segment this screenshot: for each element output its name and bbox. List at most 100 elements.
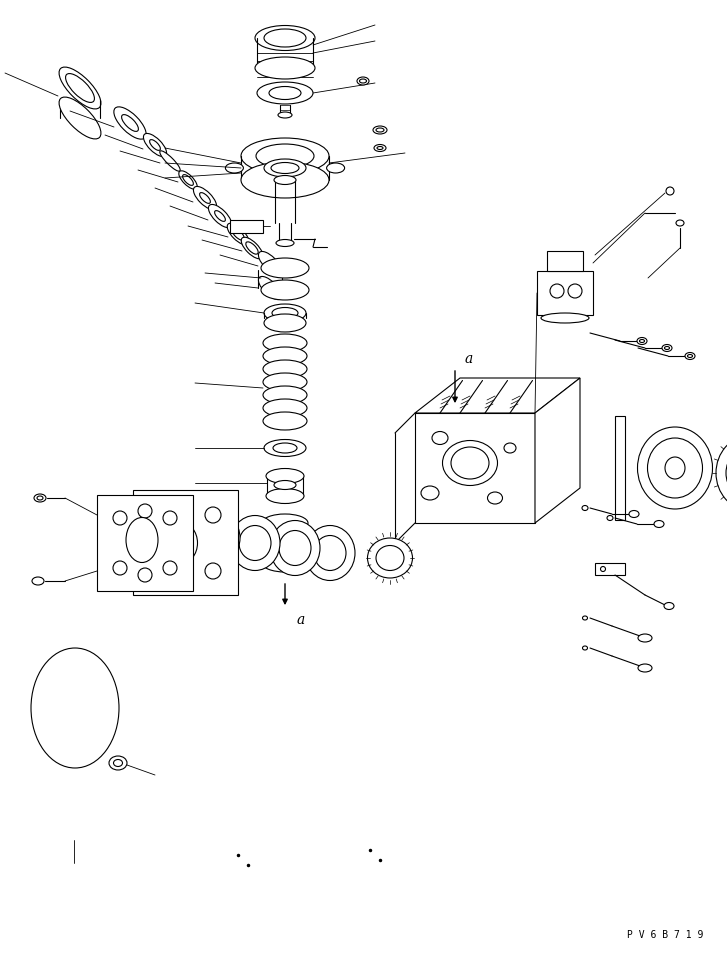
Ellipse shape <box>654 520 664 528</box>
Polygon shape <box>595 563 625 575</box>
Ellipse shape <box>32 577 44 585</box>
Ellipse shape <box>113 760 123 766</box>
Ellipse shape <box>263 386 307 404</box>
Ellipse shape <box>488 492 502 504</box>
Ellipse shape <box>326 163 345 173</box>
Ellipse shape <box>261 280 309 300</box>
Ellipse shape <box>65 74 95 103</box>
Ellipse shape <box>688 354 693 357</box>
Ellipse shape <box>109 756 127 770</box>
Ellipse shape <box>199 520 231 556</box>
Ellipse shape <box>241 162 329 198</box>
Ellipse shape <box>246 241 258 254</box>
Ellipse shape <box>270 532 300 544</box>
Circle shape <box>113 511 127 525</box>
Ellipse shape <box>376 128 384 132</box>
Ellipse shape <box>272 308 298 318</box>
Ellipse shape <box>190 511 240 565</box>
Ellipse shape <box>263 334 307 352</box>
Text: a: a <box>297 613 305 627</box>
Ellipse shape <box>261 258 309 278</box>
Ellipse shape <box>266 468 304 484</box>
Ellipse shape <box>451 447 489 479</box>
Ellipse shape <box>150 140 161 150</box>
Ellipse shape <box>59 97 101 139</box>
Ellipse shape <box>121 115 138 131</box>
Ellipse shape <box>34 494 46 502</box>
Ellipse shape <box>214 211 225 221</box>
Circle shape <box>205 507 221 523</box>
Ellipse shape <box>279 531 311 565</box>
Ellipse shape <box>126 517 158 562</box>
Bar <box>547 251 583 271</box>
Ellipse shape <box>255 57 315 79</box>
Ellipse shape <box>640 339 645 343</box>
Ellipse shape <box>271 163 299 173</box>
Ellipse shape <box>232 228 244 240</box>
Ellipse shape <box>264 304 306 322</box>
Circle shape <box>149 507 165 523</box>
Ellipse shape <box>582 646 587 650</box>
Ellipse shape <box>638 634 652 642</box>
Ellipse shape <box>648 438 702 498</box>
Ellipse shape <box>31 648 119 768</box>
Ellipse shape <box>263 373 307 391</box>
Ellipse shape <box>607 515 613 520</box>
Bar <box>133 490 238 595</box>
Ellipse shape <box>264 159 306 177</box>
Ellipse shape <box>443 441 497 486</box>
Ellipse shape <box>225 163 244 173</box>
Ellipse shape <box>182 174 193 186</box>
Bar <box>615 416 625 520</box>
Ellipse shape <box>276 240 294 246</box>
Ellipse shape <box>676 220 684 226</box>
Ellipse shape <box>357 77 369 85</box>
Ellipse shape <box>270 520 320 576</box>
Ellipse shape <box>377 147 383 149</box>
Ellipse shape <box>269 86 301 100</box>
Bar <box>537 271 593 315</box>
Ellipse shape <box>582 506 588 511</box>
Polygon shape <box>230 220 263 233</box>
Circle shape <box>163 511 177 525</box>
Ellipse shape <box>662 345 672 352</box>
Ellipse shape <box>432 431 448 445</box>
Ellipse shape <box>305 526 355 581</box>
Ellipse shape <box>637 337 647 345</box>
Ellipse shape <box>273 443 297 453</box>
Ellipse shape <box>114 107 146 139</box>
Ellipse shape <box>264 314 306 332</box>
Ellipse shape <box>255 26 315 51</box>
Ellipse shape <box>266 489 304 504</box>
Circle shape <box>163 561 177 575</box>
Ellipse shape <box>264 29 306 47</box>
Ellipse shape <box>264 440 306 457</box>
Circle shape <box>149 563 165 579</box>
Ellipse shape <box>263 347 307 365</box>
Ellipse shape <box>241 238 262 259</box>
Ellipse shape <box>277 537 293 549</box>
Ellipse shape <box>716 436 727 511</box>
Ellipse shape <box>726 446 727 499</box>
Bar <box>415 413 535 523</box>
Ellipse shape <box>59 67 101 109</box>
Ellipse shape <box>256 144 314 168</box>
Ellipse shape <box>638 664 652 672</box>
Ellipse shape <box>262 514 308 532</box>
Ellipse shape <box>665 457 685 479</box>
Ellipse shape <box>274 481 296 490</box>
Circle shape <box>113 561 127 575</box>
Circle shape <box>138 568 152 582</box>
Ellipse shape <box>241 138 329 174</box>
Ellipse shape <box>638 427 712 509</box>
Circle shape <box>205 563 221 579</box>
Ellipse shape <box>373 126 387 134</box>
Ellipse shape <box>541 313 589 323</box>
Ellipse shape <box>685 353 695 359</box>
Ellipse shape <box>666 187 674 195</box>
Ellipse shape <box>228 223 249 245</box>
Ellipse shape <box>193 187 217 210</box>
Ellipse shape <box>359 79 366 83</box>
Ellipse shape <box>582 616 587 620</box>
Ellipse shape <box>504 443 516 453</box>
